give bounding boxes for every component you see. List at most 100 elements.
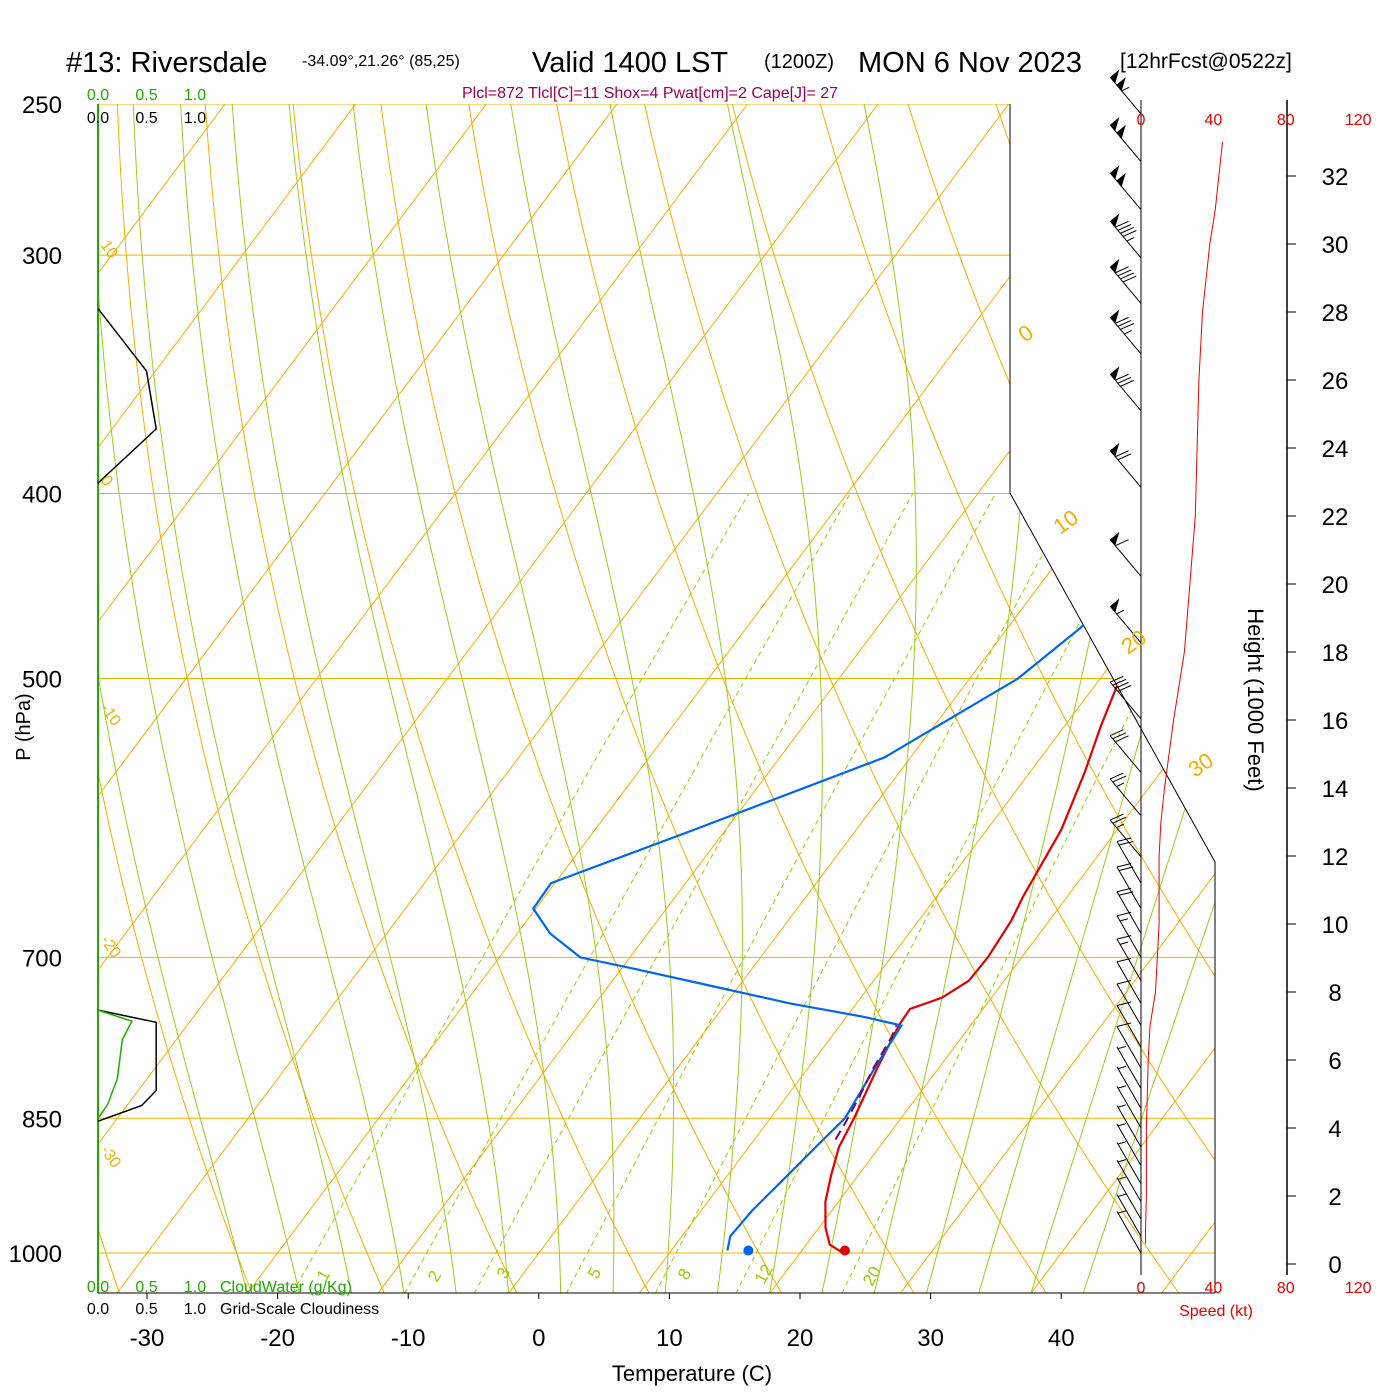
forecast-run: [12hrFcst@0522z]	[1120, 50, 1292, 73]
isotherm-line	[1161, 104, 1215, 1293]
wind-barb-half-flag	[1116, 823, 1125, 829]
cloudwater-top-tick: 0.0	[87, 87, 109, 104]
dry-adiabat-line	[856, 104, 1215, 1293]
cloudwater-bottom-tick: 1.0	[184, 1279, 206, 1296]
wind-barb-flag	[1120, 226, 1134, 234]
speed-top-tick-label: 120	[1345, 112, 1372, 129]
wind-barb-shaft	[1116, 983, 1142, 1026]
wind-barb-shaft	[1109, 124, 1142, 162]
parcel-line	[834, 1025, 898, 1141]
wind-barb-pennant	[1116, 124, 1126, 139]
height-tick-label: 18	[1322, 640, 1349, 667]
wind-barb-flag	[1112, 678, 1127, 686]
moist-adiabat-line	[352, 104, 562, 1293]
mixing-ratio-line	[841, 493, 1215, 1293]
speed-top-tick-label: 0	[1137, 112, 1146, 129]
cloudiness-bottom-tick: 0.0	[87, 1301, 109, 1318]
height-tick-label: 32	[1322, 164, 1349, 191]
wind-barb	[1109, 258, 1142, 304]
wind-barb	[1116, 957, 1142, 1004]
wind-barb-half-flag	[1117, 1045, 1127, 1050]
moist-adiabat-line	[98, 104, 300, 1293]
dry-adiabat-line	[773, 104, 1215, 1293]
wind-barb-flag	[1112, 816, 1127, 824]
wind-barb-pennant	[1110, 309, 1120, 324]
wind-barb	[1109, 531, 1142, 577]
wind-barb-shaft	[1109, 735, 1142, 773]
wind-barb-shaft	[1116, 961, 1142, 1004]
wind-barb-shaft	[1109, 76, 1142, 115]
dry-adiabat-line	[98, 104, 253, 1293]
moist-adiabat-line	[180, 104, 405, 1293]
dry-adiabat-label: 10	[97, 238, 121, 262]
wind-barb-shaft	[1116, 1005, 1142, 1048]
wind-barb-half-flag	[1119, 941, 1129, 945]
speed-top-tick-label: 80	[1277, 112, 1295, 129]
dry-adiabat-line	[114, 104, 385, 1293]
wind-barb	[1116, 1045, 1142, 1089]
wind-barb	[1116, 1193, 1142, 1237]
wind-barb-flag	[1109, 772, 1124, 780]
wind-barb	[1109, 675, 1142, 720]
wind-barb-shaft	[1116, 1086, 1142, 1129]
wind-barb-flag	[1112, 775, 1127, 783]
mixing-ratio-label: 8	[674, 1265, 695, 1283]
dry-adiabat-line	[279, 104, 650, 1293]
wind-barb-pennant	[1110, 598, 1120, 613]
wind-barb	[1116, 1104, 1142, 1148]
cloudiness-top-tick: 0.0	[87, 110, 109, 127]
wind-barb-shaft	[1109, 172, 1142, 211]
wind-barb-shaft	[1116, 1123, 1142, 1166]
moist-adiabat-line	[98, 104, 248, 1293]
wind-barb	[1116, 1176, 1142, 1220]
isotherm-line	[98, 104, 879, 1293]
wind-barb-flag	[1117, 319, 1132, 327]
forecast-date: MON 6 Nov 2023	[858, 47, 1082, 79]
wind-barb-flag	[1115, 450, 1129, 458]
temperature-line	[824, 136, 1215, 1254]
wind-barb-pennant	[1110, 213, 1120, 228]
wind-barb-flag	[1109, 729, 1124, 737]
wind-barb	[1116, 979, 1142, 1026]
wind-barb-flag	[1117, 453, 1132, 461]
valid-time: Valid 1400 LST	[532, 47, 728, 79]
wind-barb-shaft	[1109, 605, 1142, 644]
wind-barb-half-flag	[1117, 1176, 1127, 1180]
mixing-ratio-line	[404, 493, 851, 1293]
x-tick-label: 0	[532, 1325, 545, 1352]
mixing-ratio-label: 5	[584, 1264, 605, 1282]
wind-barb-shaft	[1109, 778, 1142, 817]
pressure-tick-label: 300	[22, 243, 62, 270]
wind-barb-shaft	[1116, 1142, 1142, 1185]
wind-barb-shaft	[1116, 1105, 1142, 1148]
wind-barb-half-flag	[1116, 609, 1125, 615]
cloudwater-lower-line	[97, 1009, 133, 1119]
height-tick-label: 6	[1328, 1048, 1341, 1075]
x-tick-label: -10	[391, 1325, 426, 1352]
speed-axis-title: Speed (kt)	[1179, 1303, 1253, 1320]
height-tick-label: 26	[1322, 368, 1349, 395]
wind-barb	[1116, 1210, 1142, 1254]
cloudiness-bottom-tick: 1.0	[184, 1301, 206, 1318]
wind-barb-flag	[1116, 837, 1132, 843]
isotherm-label: 10	[1049, 505, 1083, 540]
speed-bottom-tick-label: 0	[1137, 1280, 1146, 1297]
wind-barb-pennant	[1110, 117, 1120, 131]
cloudwater-bottom-tick: 0.5	[135, 1279, 157, 1296]
dewpoint-line	[531, 135, 1215, 1251]
cloudwater-label: CloudWater (g/Kg)	[220, 1279, 352, 1296]
dry-adiabat-line	[608, 104, 1180, 1293]
speed-bottom-tick-label: 120	[1345, 1280, 1372, 1297]
wind-barb	[1116, 1141, 1142, 1185]
height-tick-label: 16	[1322, 708, 1349, 735]
wind-barb-flag	[1115, 316, 1129, 324]
pressure-tick-label: 1000	[9, 1241, 62, 1268]
wind-barb	[1116, 935, 1142, 981]
cloudiness-bottom-tick: 0.5	[135, 1301, 157, 1318]
wind-barb	[1116, 1123, 1142, 1166]
wind-barb-half-flag	[1117, 1065, 1127, 1070]
wind-barb-pennant	[1110, 165, 1120, 180]
moist-adiabat-line	[132, 104, 353, 1293]
